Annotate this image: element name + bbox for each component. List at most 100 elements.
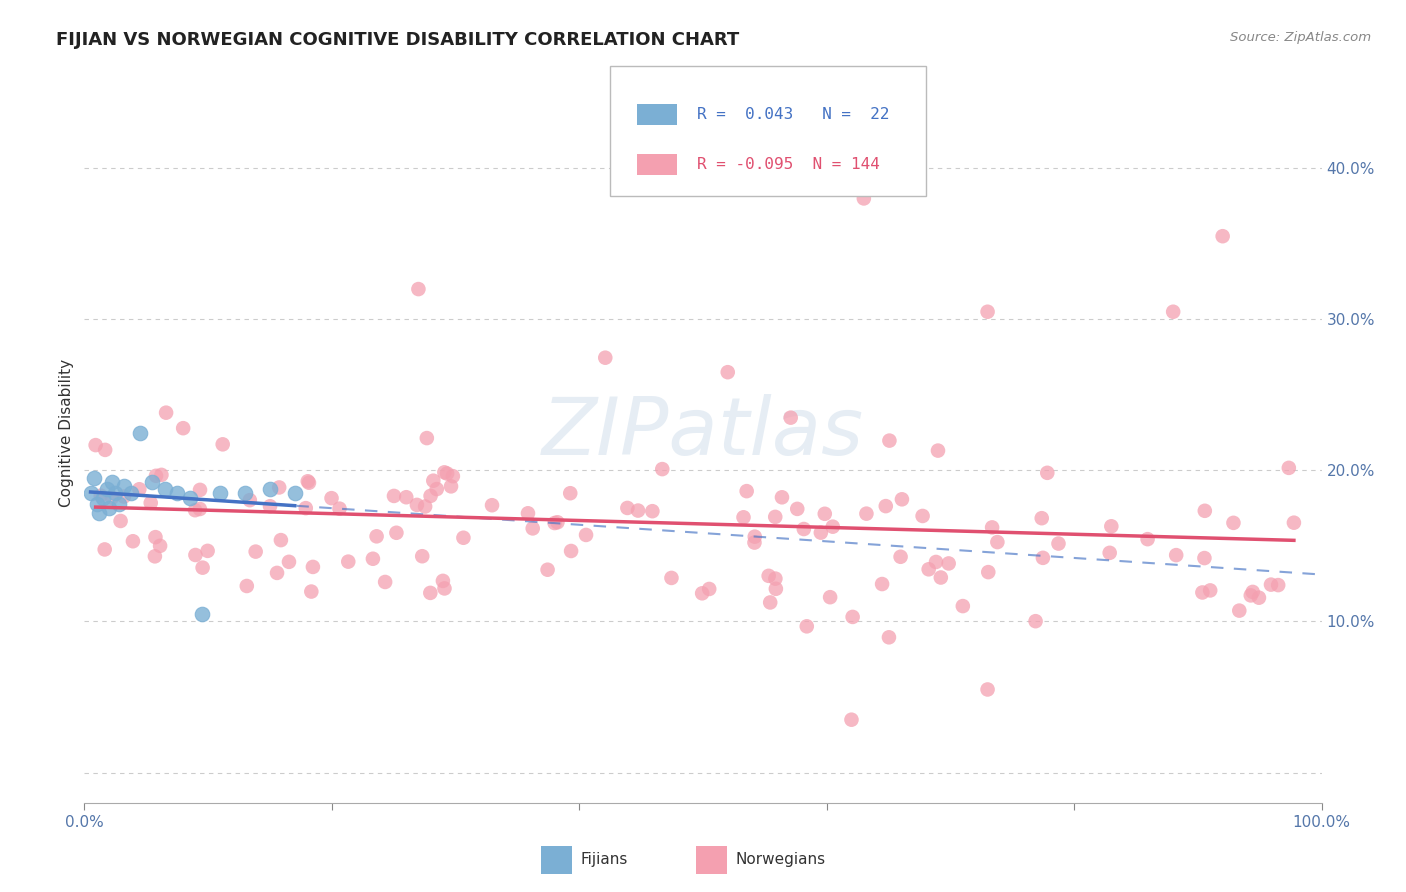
Point <box>89 506 111 520</box>
Point <box>337 555 360 569</box>
Point <box>841 713 863 727</box>
Point <box>744 535 766 549</box>
Point <box>166 486 188 500</box>
Point <box>733 510 755 524</box>
Point <box>139 496 162 510</box>
Point <box>245 544 267 558</box>
Point <box>1240 588 1263 602</box>
Point <box>952 599 974 613</box>
Point <box>426 482 449 496</box>
Point <box>593 351 616 365</box>
Point <box>382 489 405 503</box>
Point <box>122 534 145 549</box>
Point <box>986 535 1008 549</box>
Point <box>433 466 456 480</box>
Point <box>83 471 105 485</box>
Point <box>239 493 262 508</box>
Point <box>155 406 177 420</box>
Text: Source: ZipAtlas.com: Source: ZipAtlas.com <box>1230 31 1371 45</box>
Point <box>517 506 540 520</box>
Point <box>976 304 998 318</box>
Point <box>149 539 172 553</box>
Point <box>79 486 101 500</box>
Point <box>1136 532 1159 546</box>
Point <box>422 474 444 488</box>
Point <box>129 425 152 440</box>
Y-axis label: Cognitive Disability: Cognitive Disability <box>59 359 75 507</box>
Point <box>717 365 740 379</box>
Point <box>419 489 441 503</box>
Point <box>875 499 897 513</box>
Point <box>284 486 307 500</box>
Point <box>575 528 598 542</box>
Point <box>560 544 582 558</box>
Point <box>870 577 893 591</box>
Point <box>779 410 801 425</box>
Point <box>96 482 118 496</box>
Point <box>560 486 582 500</box>
Point <box>1241 585 1264 599</box>
Point <box>416 431 439 445</box>
Point <box>890 549 912 564</box>
Point <box>925 555 948 569</box>
Point <box>879 434 901 448</box>
Point <box>522 521 544 535</box>
Point <box>361 551 384 566</box>
Point <box>150 467 173 482</box>
Point <box>758 569 780 583</box>
Point <box>108 497 131 511</box>
Point <box>433 582 456 596</box>
Point <box>890 492 912 507</box>
Point <box>759 595 782 609</box>
Point <box>302 560 325 574</box>
Point <box>1199 583 1222 598</box>
Text: R =  0.043   N =  22: R = 0.043 N = 22 <box>697 107 890 122</box>
Point <box>1222 516 1244 530</box>
Point <box>1161 304 1184 318</box>
Point <box>1191 585 1213 599</box>
Point <box>209 486 232 500</box>
Point <box>236 579 259 593</box>
Point <box>294 501 316 516</box>
Point <box>661 571 683 585</box>
Point <box>697 582 720 596</box>
Point <box>297 475 319 489</box>
FancyBboxPatch shape <box>637 103 678 125</box>
Point <box>233 486 256 500</box>
Point <box>1098 546 1121 560</box>
Point <box>453 531 475 545</box>
Point <box>929 570 952 584</box>
Point <box>120 486 142 500</box>
FancyBboxPatch shape <box>610 66 925 195</box>
Point <box>145 468 167 483</box>
Point <box>855 507 877 521</box>
Point <box>1025 614 1047 628</box>
Point <box>976 682 998 697</box>
Point <box>765 582 787 596</box>
Point <box>278 555 301 569</box>
Point <box>796 619 818 633</box>
Point <box>1194 551 1216 566</box>
Point <box>1194 504 1216 518</box>
Point <box>793 522 815 536</box>
FancyBboxPatch shape <box>637 154 678 176</box>
Point <box>627 503 650 517</box>
Point <box>786 501 808 516</box>
Point <box>546 516 568 530</box>
Point <box>641 504 664 518</box>
Point <box>690 586 713 600</box>
Point <box>299 584 322 599</box>
Point <box>1212 229 1234 244</box>
Text: FIJIAN VS NORWEGIAN COGNITIVE DISABILITY CORRELATION CHART: FIJIAN VS NORWEGIAN COGNITIVE DISABILITY… <box>56 31 740 49</box>
Point <box>1278 461 1301 475</box>
Point <box>145 530 167 544</box>
Point <box>1036 466 1059 480</box>
Point <box>770 491 793 505</box>
Point <box>616 500 638 515</box>
Point <box>735 484 758 499</box>
Point <box>981 520 1004 534</box>
Point <box>172 421 194 435</box>
Point <box>112 490 135 504</box>
Point <box>84 438 107 452</box>
Point <box>98 501 121 516</box>
